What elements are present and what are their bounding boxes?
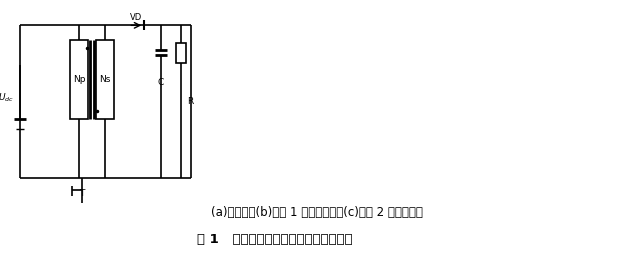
Text: (a)原理图；(b)阶段 1 的等效电路；(c)阶段 2 的等效电路: (a)原理图；(b)阶段 1 的等效电路；(c)阶段 2 的等效电路 bbox=[211, 206, 423, 219]
Text: $U_{dc}$: $U_{dc}$ bbox=[0, 91, 14, 104]
Text: R: R bbox=[187, 97, 194, 106]
Text: C: C bbox=[158, 78, 164, 87]
Text: Ns: Ns bbox=[99, 75, 110, 84]
Bar bbox=[96, 40, 113, 119]
Text: Np: Np bbox=[73, 75, 85, 84]
Text: T: T bbox=[80, 189, 85, 198]
Bar bbox=[70, 40, 88, 119]
Text: VD: VD bbox=[130, 13, 142, 22]
Text: 图 1   理想反激变换器和它的等效电路图: 图 1 理想反激变换器和它的等效电路图 bbox=[197, 233, 352, 246]
Bar bbox=[176, 43, 186, 63]
